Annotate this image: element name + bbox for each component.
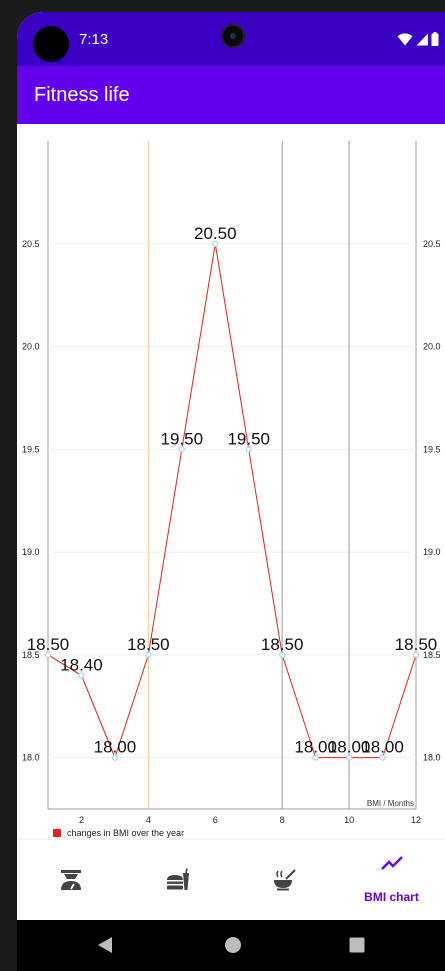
data-label: 18.50 [395,635,438,654]
data-point[interactable] [279,651,286,658]
data-label: 18.00 [361,738,404,757]
data-label: 18.00 [94,738,137,757]
nav-item-soup[interactable] [231,840,338,920]
data-label: 19.50 [161,429,204,448]
legend-label: changes in BMI over the year [67,828,184,838]
recents-icon[interactable] [348,936,366,954]
nav-item-bmi-chart[interactable]: BMI chart [338,840,445,920]
data-label: 20.50 [194,224,237,243]
nav-item-scale[interactable] [17,840,124,920]
data-label: 19.50 [227,429,270,448]
legend-swatch [53,829,61,837]
data-point[interactable] [312,754,319,761]
data-point[interactable] [145,651,152,658]
data-point[interactable] [212,240,219,247]
camera-cutout [33,26,69,62]
signal-icon [416,33,428,45]
y-tick-label-left: 19.5 [22,444,40,454]
data-point[interactable] [245,446,252,453]
data-label: 18.50 [261,635,304,654]
y-tick-label-right: 18.0 [423,753,441,763]
app-bar: Fitness life [17,66,445,124]
front-camera [221,24,245,48]
y-tick-label-right: 18.5 [423,650,441,660]
data-label: 18.00 [294,738,337,757]
data-point[interactable] [44,651,52,658]
system-navigation-bar [17,920,445,971]
data-point[interactable] [345,754,353,761]
bottom-navigation: BMI chart [17,840,445,920]
data-point[interactable] [178,446,185,453]
back-icon[interactable] [96,936,114,954]
x-tick-label: 6 [213,815,218,825]
data-label: 18.00 [328,738,371,757]
wifi-icon [397,32,413,45]
home-icon[interactable] [224,936,242,954]
data-point[interactable] [111,754,119,761]
y-tick-label-left: 20.0 [22,342,40,352]
app-title: Fitness life [34,84,130,106]
y-tick-label-left: 19.0 [22,547,40,557]
data-label: 18.50 [27,635,70,654]
data-point[interactable] [78,672,85,679]
trending-icon [380,856,403,870]
data-point[interactable] [379,754,386,761]
food-icon [166,868,189,890]
x-tick-label: 2 [79,815,84,825]
nav-label-bmi-chart: BMI chart [364,890,419,904]
x-tick-label: 8 [280,815,285,825]
soup-icon [273,869,296,891]
x-tick-label: 4 [146,815,151,825]
nav-item-food[interactable] [124,840,231,920]
status-time: 7:13 [79,31,109,48]
y-tick-label-right: 20.5 [423,239,441,249]
y-tick-label-left: 18.5 [22,650,40,660]
series-line [47,243,417,760]
scale-icon [60,870,81,890]
y-tick-label-right: 19.0 [423,547,441,557]
x-tick-label: 12 [411,815,421,825]
bmi-line-chart[interactable]: 18.0 18.0 18.5 18.5 19.0 19.0 19.5 19.5 20.0 20.0… [17,124,445,840]
data-label: 18.50 [127,635,170,654]
y-tick-label-right: 20.0 [423,342,441,352]
bmi-chart-container[interactable]: 18.0 18.0 18.5 18.5 19.0 19.0 19.5 19.5 20.0 20.0… [17,124,445,840]
y-tick-label-left: 20.5 [22,239,40,249]
battery-icon [431,32,439,46]
y-tick-label-right: 19.5 [423,444,441,454]
status-icons [397,32,439,46]
x-axis-label: BMI / Months [367,799,414,808]
status-bar: 7:13 [17,12,445,66]
x-tick-label: 10 [344,815,354,825]
data-label: 18.40 [60,655,103,674]
screen: 7:13 Fitness life 18.0 18.0 18.5 18.5 19.0 19… [17,12,445,971]
y-tick-label-left: 18.0 [22,753,40,763]
data-point[interactable] [412,651,420,658]
